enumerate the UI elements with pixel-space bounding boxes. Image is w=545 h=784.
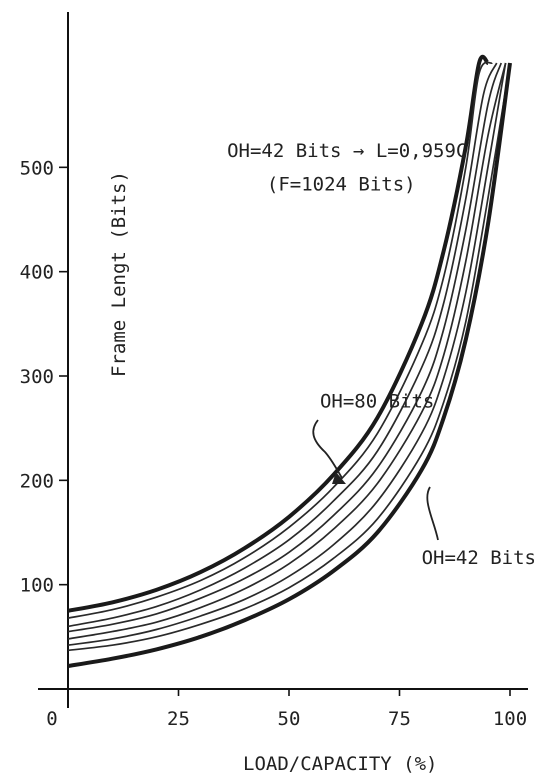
y-axis-label: Frame Lengt (Bits) (108, 171, 130, 377)
oh80-leader-line (312, 419, 343, 479)
series-line-6 (67, 62, 507, 647)
y-tick-label: 300 (20, 366, 54, 388)
y-tick-label: 200 (20, 470, 54, 492)
annotation-label: OH=42 Bits → L=0,959C (227, 140, 467, 162)
x-tick-label: 50 (278, 708, 301, 730)
axes (38, 12, 528, 708)
curves (67, 54, 512, 668)
series-line-5 (67, 62, 507, 640)
y-tick-label: 400 (20, 262, 54, 284)
x-tick-label: 75 (388, 708, 411, 730)
series-line-3 (67, 62, 498, 628)
x-tick-label: 25 (167, 708, 190, 730)
series-line-2 (67, 61, 493, 619)
series-line-8 (67, 62, 512, 668)
series-line-1 (67, 54, 490, 613)
annotation-label: (F=1024 Bits) (267, 173, 416, 195)
x-tick-label: 0 (46, 708, 57, 730)
series-line-7 (67, 62, 511, 652)
oh80-arrow-head (332, 472, 346, 484)
annotation-label: OH=80 Bits (320, 390, 434, 412)
oh42-leader-line (426, 486, 439, 541)
y-tick-label: 500 (20, 157, 54, 179)
y-tick-label: 100 (20, 575, 54, 597)
annotation-label: OH=42 Bits (422, 547, 536, 569)
annotations: OH=42 Bits → L=0,959C (F=1024 Bits) OH=80 … (227, 140, 536, 569)
series-line-4 (67, 62, 503, 633)
x-tick-label: 100 (493, 708, 527, 730)
ticks: 0 25 50 75 100 100 200 300 400 500 (20, 157, 527, 730)
x-axis-label: LOAD/CAPACITY (%) (243, 753, 437, 775)
